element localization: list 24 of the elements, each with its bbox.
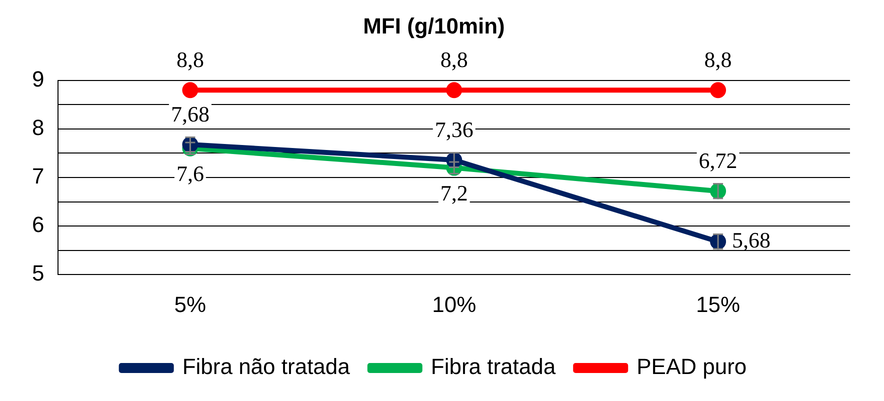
legend-label: Fibra tratada [430,354,556,380]
y-tick-label: 8 [32,115,44,140]
y-tick-label: 9 [32,66,44,92]
point [182,82,198,98]
chart-title: MFI (g/10min) [363,13,505,38]
x-tick-label: 5% [174,292,206,317]
legend-label: Fibra não tratada [182,354,351,380]
data-label: 8,8 [440,46,468,72]
x-tick-label: 15% [696,292,740,317]
data-label: 7,68 [170,101,210,126]
y-tick-label: 5 [32,260,44,286]
data-label: 8,8 [176,46,204,72]
y-tick-label: 7 [32,164,44,189]
data-label: 7,2 [440,180,468,206]
data-label: 7,36 [434,116,474,142]
data-label: 8,8 [704,46,732,72]
legend-label: PEAD puro [636,354,747,380]
point [446,82,462,98]
data-label: 5,68 [732,227,771,252]
x-tick-label: 10% [432,292,476,317]
data-label: 7,6 [176,161,204,186]
y-tick-label: 6 [32,212,44,238]
point [710,82,726,98]
data-label: 6,72 [698,148,738,173]
